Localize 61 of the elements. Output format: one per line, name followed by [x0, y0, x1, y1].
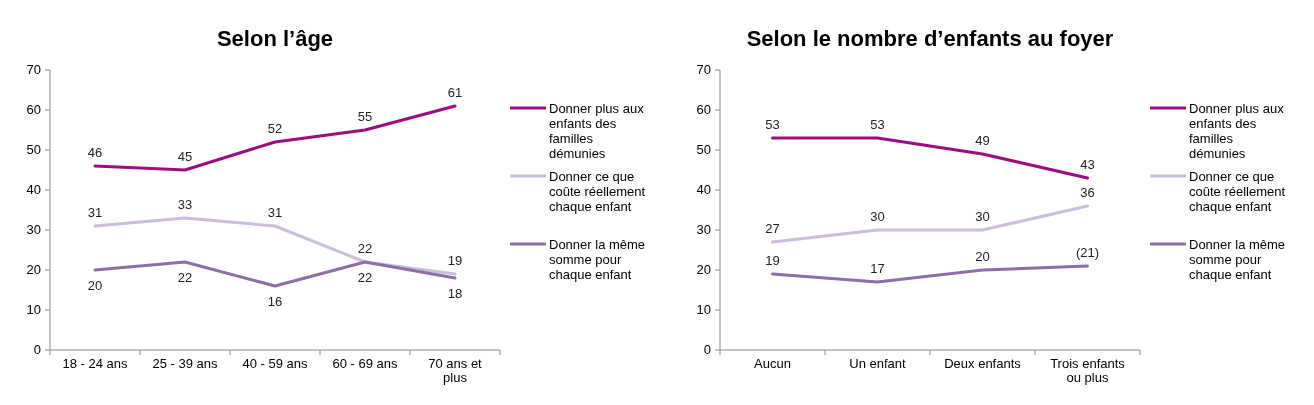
data-label: 17	[870, 261, 885, 276]
data-label: 16	[267, 294, 283, 309]
y-tick-label: 30	[696, 222, 711, 237]
data-label: 31	[267, 205, 283, 220]
data-label: 53	[765, 117, 780, 132]
data-label: 19	[765, 253, 780, 268]
chart-title: Selon l’âge	[216, 26, 334, 51]
legend-label: Donner ce que coûte réellement chaque enfant	[549, 169, 646, 214]
y-tick-label: 10	[26, 302, 41, 317]
data-label: 22	[177, 270, 193, 285]
x-tick-label: Aucun	[754, 356, 791, 371]
legend-label: Donner plus aux enfants des familles démunies	[549, 101, 645, 161]
line-series	[771, 264, 1089, 284]
y-tick-label: 70	[26, 62, 41, 77]
x-tick-label: Deux enfants	[944, 356, 1022, 371]
data-label: (21)	[1075, 245, 1100, 260]
data-label: 20	[975, 249, 990, 264]
data-label: 20	[87, 278, 103, 293]
x-tick-label: Un enfant	[849, 356, 907, 371]
data-label: 61	[447, 85, 463, 100]
data-label: 30	[870, 209, 885, 224]
data-label: 46	[87, 145, 103, 160]
x-tick-label: 40 - 59 ans	[242, 356, 309, 371]
data-label: 30	[975, 209, 990, 224]
data-label: 22	[357, 270, 373, 285]
data-label: 53	[870, 117, 885, 132]
chart-title: Selon le nombre d’enfants au foyer	[746, 26, 1114, 51]
y-tick-label: 40	[696, 182, 711, 197]
data-label: 33	[177, 197, 193, 212]
legend-label: Donner plus aux enfants des familles démunies	[1189, 101, 1285, 161]
y-tick-label: 70	[696, 62, 711, 77]
data-label: 19	[447, 253, 463, 268]
data-label: 49	[975, 133, 990, 148]
data-label: 43	[1080, 157, 1095, 172]
y-tick-label: 0	[33, 342, 41, 357]
legend-label: Donner la même somme pour chaque enfant	[549, 237, 646, 282]
data-label: 27	[765, 221, 780, 236]
x-tick-label: Trois enfants ou plus	[1050, 356, 1126, 385]
x-tick-label: 70 ans et plus	[428, 356, 483, 385]
legend-label: Donner la même somme pour chaque enfant	[1189, 237, 1286, 282]
data-label: 36	[1080, 185, 1095, 200]
y-tick-label: 60	[26, 102, 41, 117]
data-label: 31	[87, 205, 103, 220]
legend-label: Donner ce que coûte réellement chaque enfant	[1189, 169, 1286, 214]
data-label: 52	[267, 121, 283, 136]
data-label: 55	[357, 109, 373, 124]
y-tick-label: 30	[26, 222, 41, 237]
y-tick-label: 10	[696, 302, 711, 317]
y-tick-label: 50	[26, 142, 41, 157]
y-tick-label: 0	[703, 342, 711, 357]
x-tick-label: 60 - 69 ans	[332, 356, 399, 371]
y-tick-label: 20	[696, 262, 711, 277]
data-label: 22	[357, 241, 373, 256]
y-tick-label: 40	[26, 182, 41, 197]
data-label: 18	[447, 286, 463, 301]
y-tick-label: 50	[696, 142, 711, 157]
data-label: 45	[177, 149, 193, 164]
x-tick-label: 18 - 24 ans	[62, 356, 129, 371]
x-tick-label: 25 - 39 ans	[152, 356, 219, 371]
y-tick-label: 20	[26, 262, 41, 277]
y-tick-label: 60	[696, 102, 711, 117]
